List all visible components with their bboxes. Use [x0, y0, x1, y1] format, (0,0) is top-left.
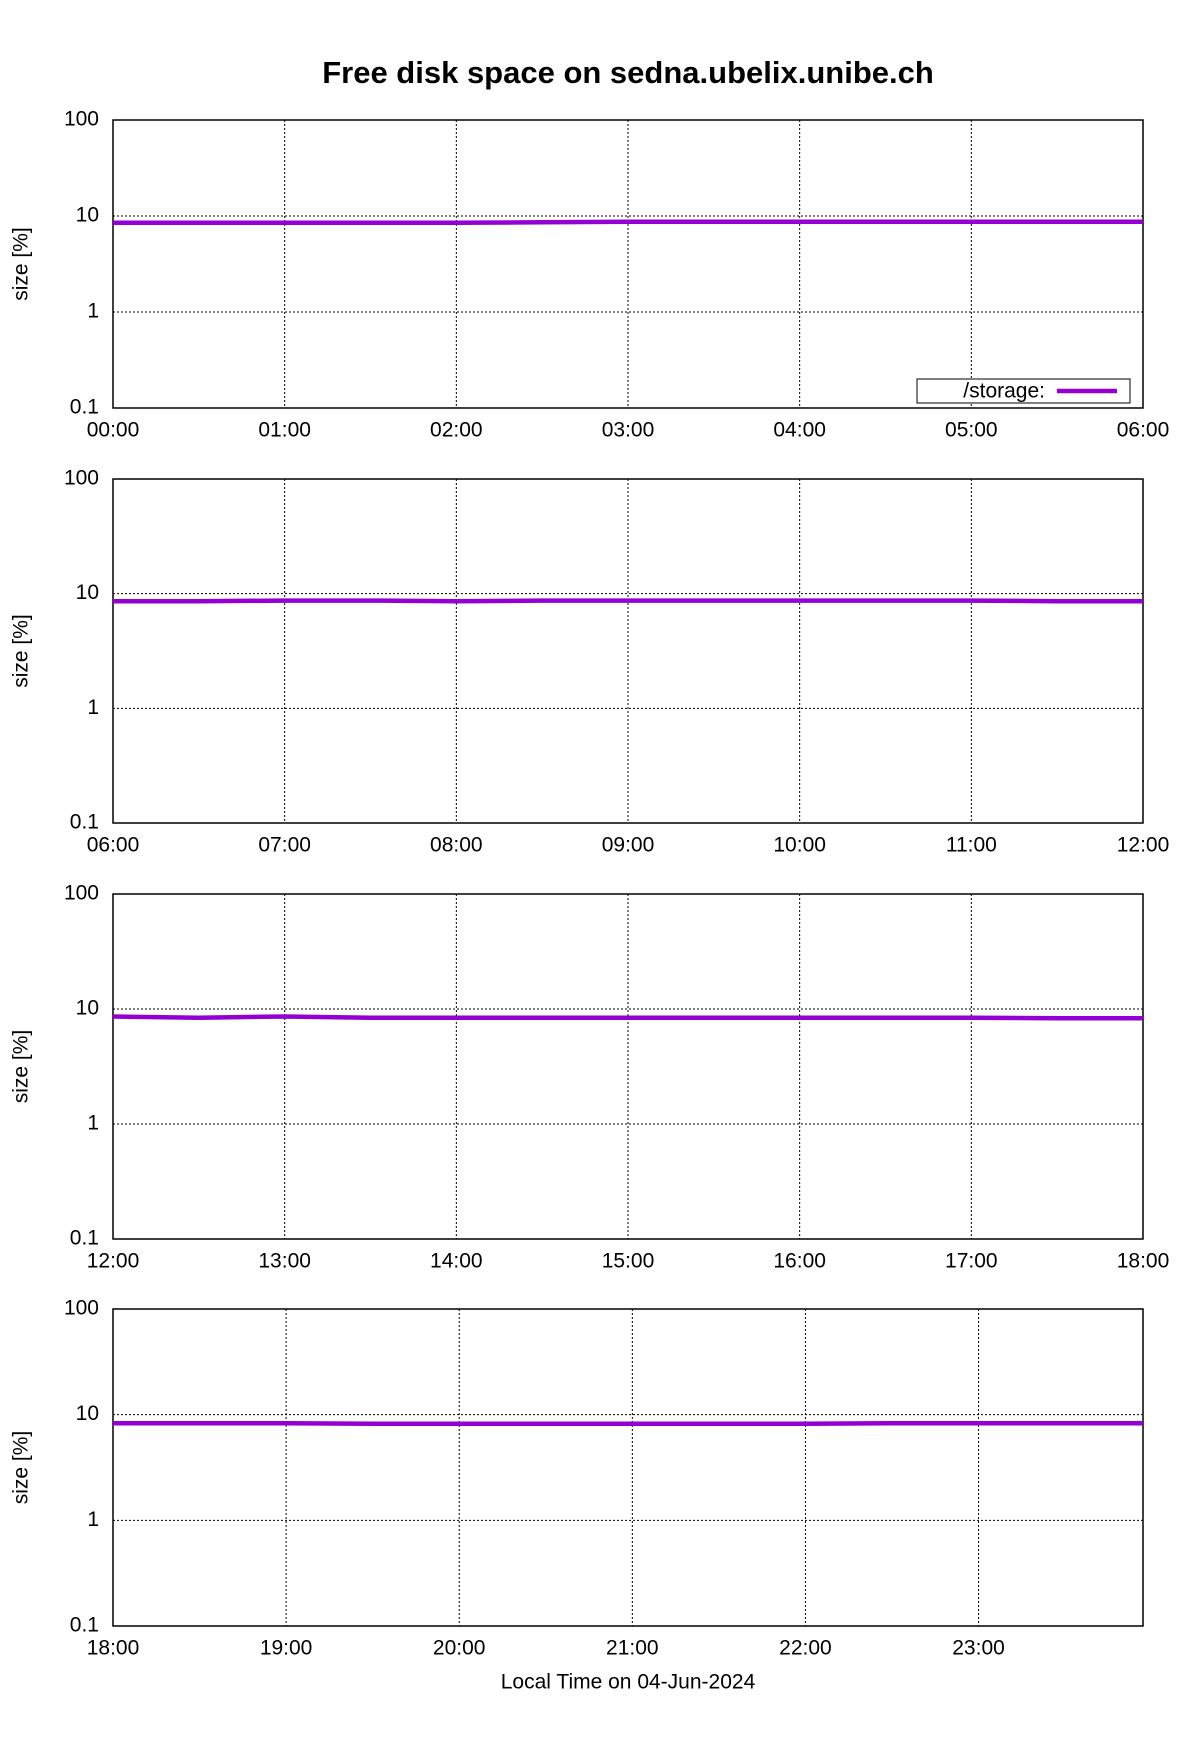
x-tick-label: 09:00 — [602, 834, 655, 857]
y-tick-label: 100 — [64, 467, 99, 490]
x-tick-label: 15:00 — [602, 1250, 655, 1273]
x-tick-label: 16:00 — [773, 1250, 826, 1273]
y-axis-label: size [%] — [10, 614, 33, 688]
x-tick-label: 13:00 — [258, 1250, 311, 1273]
x-tick-label: 06:00 — [1117, 419, 1170, 442]
x-tick-label: 19:00 — [260, 1637, 313, 1660]
x-tick-label: 12:00 — [87, 1250, 140, 1273]
y-tick-label: 10 — [76, 581, 99, 604]
y-axis-label: size [%] — [10, 1030, 33, 1104]
x-tick-label: 08:00 — [430, 834, 483, 857]
data-line — [112, 1014, 1143, 1021]
y-tick-label: 100 — [64, 108, 99, 131]
x-tick-label: 18:00 — [1117, 1250, 1170, 1273]
x-axis-label: Local Time on 04-Jun-2024 — [501, 1671, 756, 1694]
data-line — [113, 219, 1143, 226]
x-tick-label: 05:00 — [945, 419, 998, 442]
x-tick-label: 10:00 — [773, 834, 826, 857]
x-tick-label: 18:00 — [87, 1637, 140, 1660]
x-tick-label: 00:00 — [87, 419, 140, 442]
x-tick-label: 07:00 — [258, 834, 311, 857]
y-tick-label: 1 — [87, 300, 99, 323]
y-tick-label: 10 — [76, 997, 99, 1020]
x-tick-label: 17:00 — [945, 1250, 998, 1273]
x-tick-label: 14:00 — [430, 1250, 483, 1273]
x-tick-label: 22:00 — [779, 1637, 832, 1660]
data-line — [113, 1420, 1143, 1427]
plot-frame — [112, 893, 1144, 1240]
plot-frame — [112, 119, 1144, 409]
x-tick-label: 06:00 — [87, 834, 140, 857]
x-tick-label: 03:00 — [602, 419, 655, 442]
y-tick-label: 10 — [76, 204, 99, 227]
x-tick-label: 21:00 — [606, 1637, 659, 1660]
data-line — [113, 598, 1143, 604]
x-tick-label: 23:00 — [952, 1637, 1005, 1660]
y-tick-label: 0.1 — [70, 396, 99, 419]
y-tick-label: 0.1 — [70, 1227, 99, 1250]
y-tick-label: 0.1 — [70, 1614, 99, 1637]
y-tick-label: 1 — [87, 1508, 99, 1531]
x-tick-label: 12:00 — [1117, 834, 1170, 857]
y-axis-label: size [%] — [10, 227, 33, 301]
y-axis-label: size [%] — [10, 1431, 33, 1505]
y-tick-label: 100 — [64, 882, 99, 905]
y-tick-label: 10 — [76, 1402, 99, 1425]
legend-label: /storage: — [963, 380, 1045, 403]
x-tick-label: 20:00 — [433, 1637, 486, 1660]
y-tick-label: 1 — [87, 1112, 99, 1135]
y-tick-label: 100 — [64, 1297, 99, 1320]
x-tick-label: 04:00 — [773, 419, 826, 442]
x-tick-label: 02:00 — [430, 419, 483, 442]
plot-frame — [112, 1308, 1144, 1627]
x-tick-label: 11:00 — [946, 834, 997, 857]
y-tick-label: 0.1 — [70, 811, 99, 834]
plot-frame — [112, 478, 1144, 824]
chart-title: Free disk space on sedna.ubelix.unibe.ch — [322, 55, 934, 90]
y-tick-label: 1 — [87, 696, 99, 719]
x-tick-label: 01:00 — [258, 419, 311, 442]
